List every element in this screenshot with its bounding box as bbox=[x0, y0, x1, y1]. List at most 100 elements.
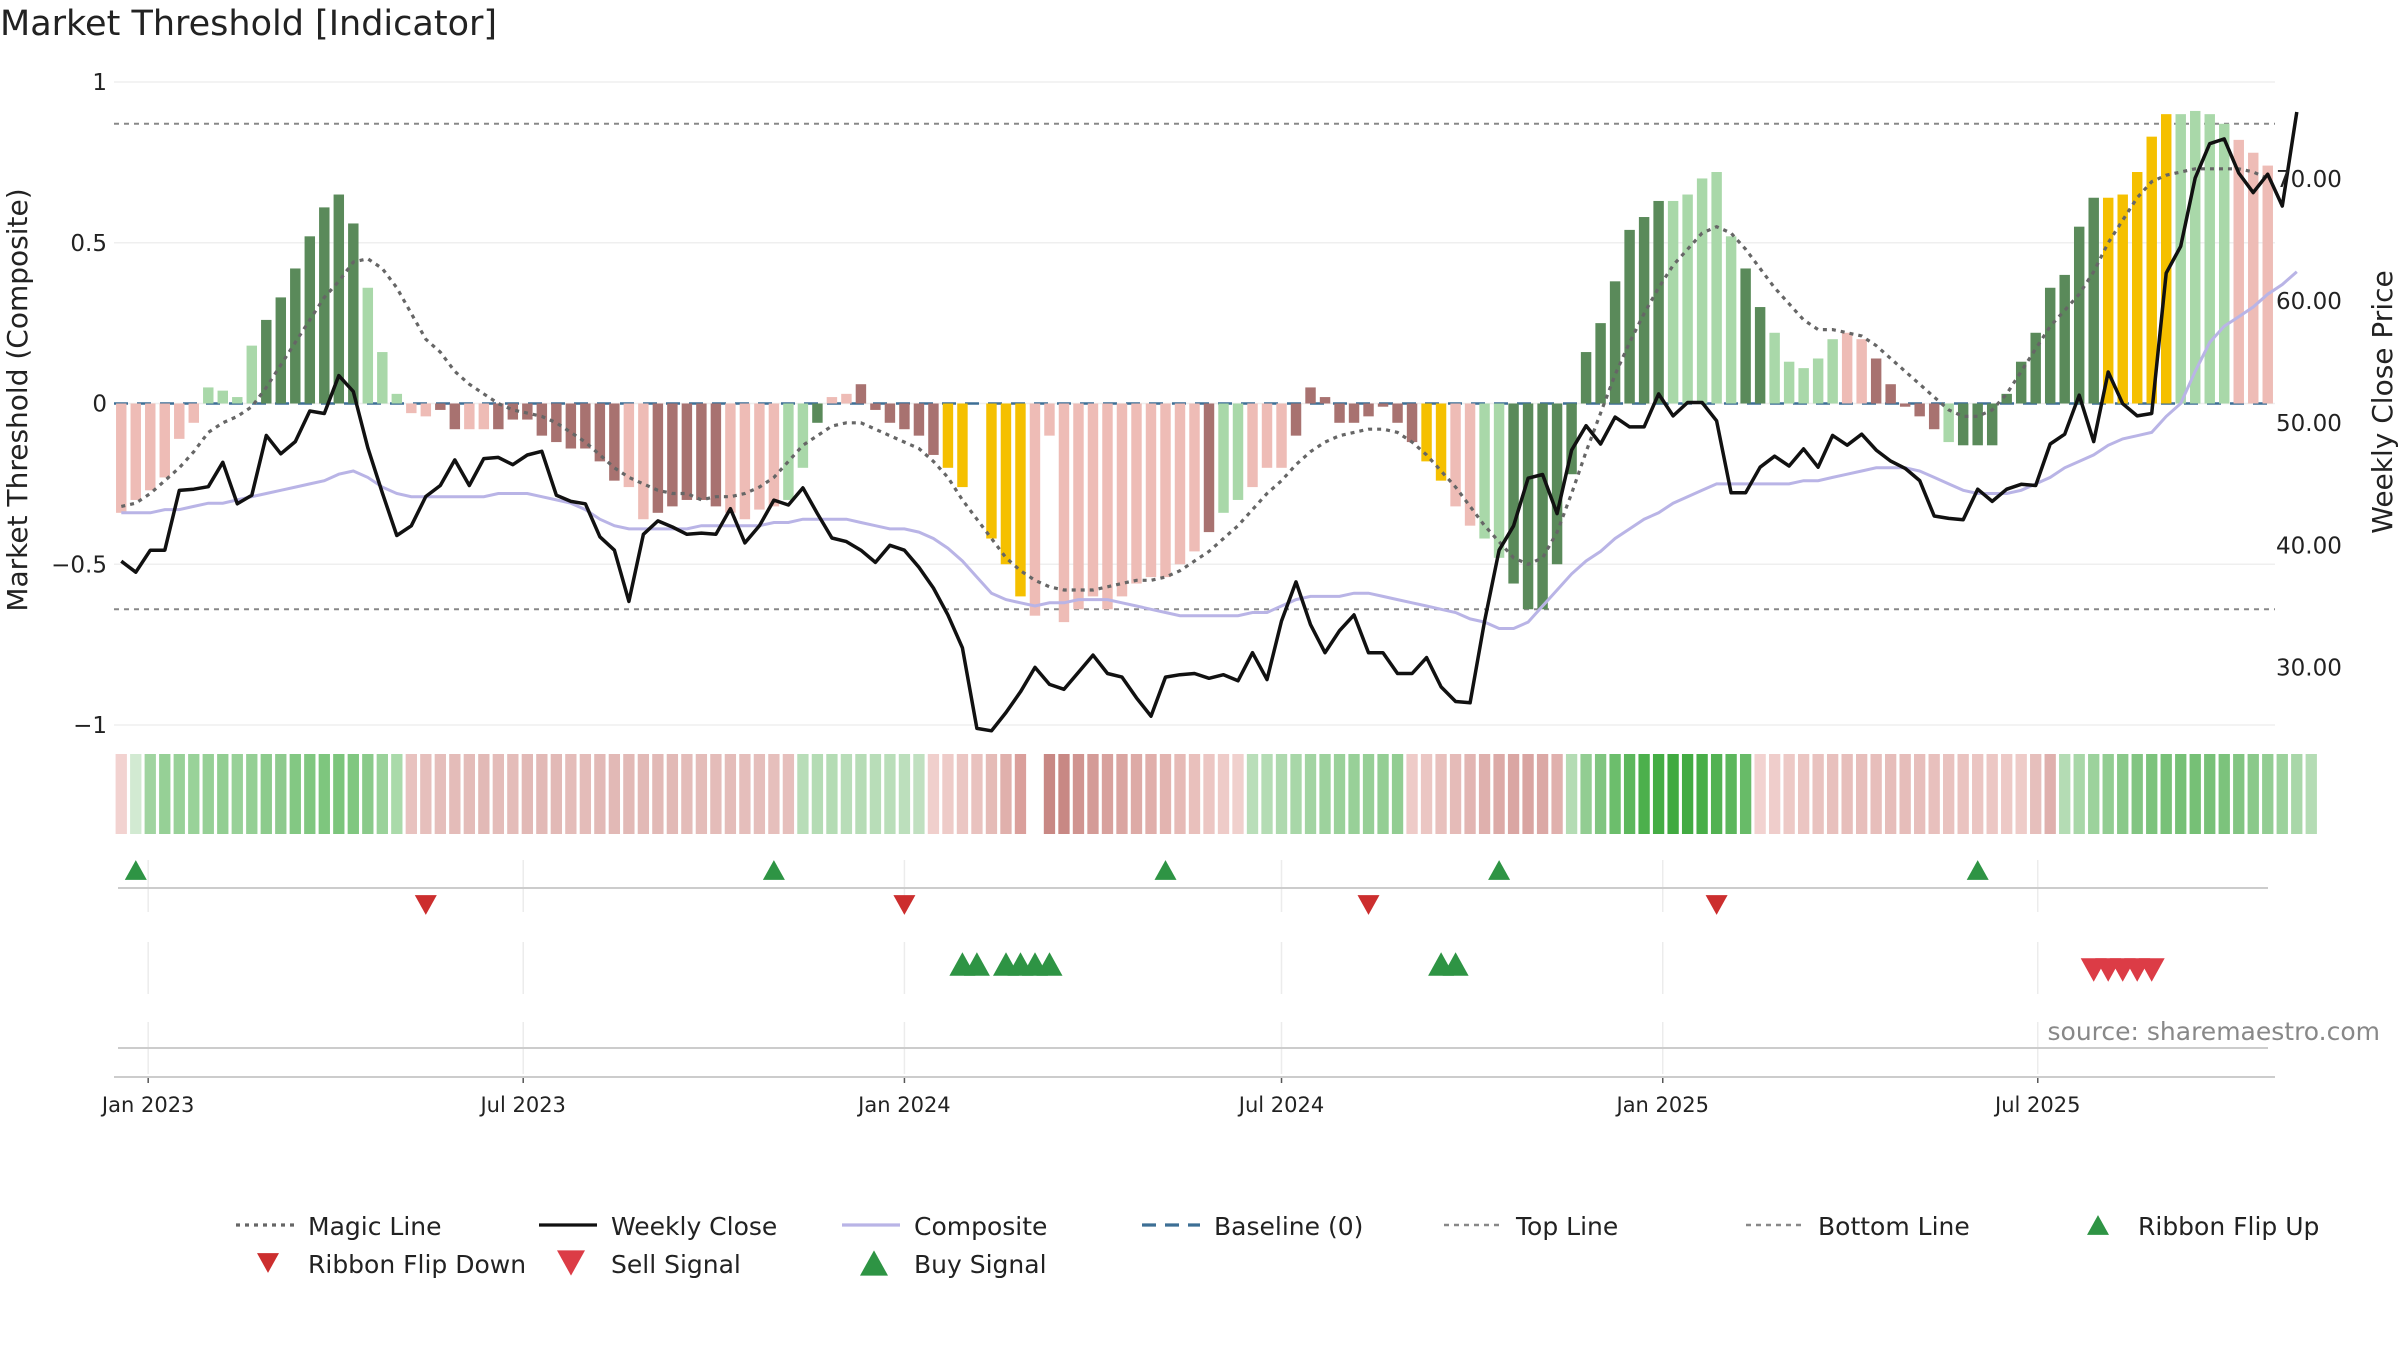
threshold-bar bbox=[217, 390, 228, 404]
y-left-tick-label: −1 bbox=[73, 713, 107, 739]
threshold-bar bbox=[1435, 403, 1447, 481]
ribbon-cell bbox=[1362, 754, 1375, 834]
threshold-bar bbox=[1131, 403, 1142, 584]
threshold-bar bbox=[681, 403, 693, 500]
threshold-bar bbox=[1450, 403, 1461, 507]
ribbon-cell bbox=[1725, 754, 1737, 834]
threshold-bar bbox=[1218, 403, 1229, 513]
threshold-bar bbox=[1000, 403, 1012, 565]
legend-swatch bbox=[2087, 1215, 2109, 1235]
threshold-bar bbox=[493, 403, 504, 430]
threshold-bar bbox=[2233, 139, 2244, 404]
threshold-bar bbox=[884, 403, 896, 423]
legend-label: Magic Line bbox=[308, 1212, 442, 1241]
threshold-bar bbox=[1928, 403, 1940, 430]
threshold-bar bbox=[768, 403, 780, 507]
threshold-bar bbox=[1754, 307, 1766, 404]
y-left-tick-label: 1 bbox=[92, 70, 107, 96]
axes: 1 0.5 0 −0.5 −1 70.00 60.00 50.00 40.00 30.00 Jan … bbox=[51, 70, 2342, 1117]
threshold-bar bbox=[1058, 403, 1070, 623]
ribbon-cell bbox=[1304, 754, 1317, 834]
ribbon-cell bbox=[1754, 754, 1766, 834]
threshold-bar bbox=[1551, 403, 1563, 565]
threshold-bar bbox=[2175, 114, 2186, 404]
legend-label: Ribbon Flip Down bbox=[308, 1250, 526, 1279]
legend-item-magic: Magic Line bbox=[236, 1212, 442, 1241]
ribbon-cell bbox=[231, 754, 243, 834]
threshold-bar bbox=[942, 403, 954, 468]
ribbon-cell bbox=[1841, 754, 1853, 834]
threshold-bar bbox=[1174, 403, 1186, 565]
ribbon-cell bbox=[623, 754, 635, 834]
threshold-bar bbox=[203, 387, 214, 404]
legend-item-bottom: Bottom Line bbox=[1746, 1212, 1970, 1241]
ribbon-cell bbox=[1565, 754, 1578, 834]
ribbon-cell bbox=[1899, 754, 1911, 834]
threshold-bar bbox=[710, 403, 722, 507]
ribbon-cell bbox=[478, 754, 490, 834]
threshold-bar bbox=[652, 403, 664, 513]
ribbon-cell bbox=[260, 754, 272, 834]
threshold-bar bbox=[1421, 403, 1432, 462]
threshold-bar bbox=[1580, 352, 1592, 404]
threshold-bar bbox=[1856, 339, 1867, 404]
ribbon-cell bbox=[1058, 754, 1070, 834]
legend-item-flip-up: Ribbon Flip Up bbox=[2087, 1212, 2319, 1241]
threshold-bar bbox=[1711, 172, 1722, 404]
ribbon-cell bbox=[2059, 754, 2071, 834]
ribbon-cell bbox=[884, 754, 896, 834]
ribbon-cell bbox=[1551, 754, 1563, 834]
ribbon-cell bbox=[913, 754, 925, 834]
legend-item-close: Weekly Close bbox=[539, 1212, 777, 1241]
threshold-bar bbox=[826, 397, 838, 404]
ribbon-cell bbox=[144, 754, 156, 834]
legend-label: Buy Signal bbox=[914, 1250, 1047, 1279]
threshold-bar bbox=[1073, 403, 1084, 610]
ribbon-cell bbox=[1101, 754, 1114, 834]
ribbon-cell bbox=[1885, 754, 1897, 834]
ribbon-flip-down-marker bbox=[414, 895, 437, 915]
ribbon-cell bbox=[1986, 754, 1998, 834]
ribbon-flip-down-marker bbox=[893, 895, 916, 915]
threshold-bar bbox=[1783, 361, 1795, 404]
ribbon-cell bbox=[376, 754, 388, 834]
threshold-bar bbox=[246, 345, 258, 404]
sell-signal-marker bbox=[2138, 958, 2165, 982]
ribbon-cell bbox=[666, 754, 679, 834]
ribbon-cell bbox=[1580, 754, 1592, 834]
threshold-bar bbox=[2001, 393, 2012, 404]
ribbon-cell bbox=[1275, 754, 1288, 834]
ribbon-cell bbox=[1681, 754, 1694, 834]
threshold-bar bbox=[348, 223, 359, 404]
threshold-bar bbox=[1464, 403, 1476, 526]
legend-swatch bbox=[557, 1250, 585, 1276]
threshold-bar bbox=[1914, 403, 1925, 417]
threshold-bar bbox=[2030, 332, 2041, 404]
ribbon-cell bbox=[1435, 754, 1447, 834]
ribbon-cell bbox=[492, 754, 504, 834]
threshold-bar bbox=[1595, 323, 1606, 404]
threshold-bar bbox=[1957, 403, 1969, 446]
ribbon-cell bbox=[652, 754, 664, 834]
ribbon-cell bbox=[1232, 754, 1244, 834]
ribbon-cell bbox=[1130, 754, 1143, 834]
ribbon-cell bbox=[521, 754, 534, 834]
threshold-bar bbox=[2262, 165, 2273, 404]
ribbon-cell bbox=[2030, 754, 2042, 834]
ribbon-cell bbox=[1014, 754, 1027, 834]
ribbon-cell bbox=[1464, 754, 1476, 834]
ribbon-cell bbox=[2044, 754, 2056, 834]
threshold-bar bbox=[1798, 368, 1809, 404]
ribbon-cell bbox=[1449, 754, 1462, 834]
ribbon-cell bbox=[405, 754, 417, 834]
threshold-bar bbox=[435, 403, 446, 410]
y-right-tick-label: 60.00 bbox=[2276, 289, 2342, 315]
threshold-bar bbox=[913, 403, 925, 436]
ribbon-cell bbox=[1797, 754, 1810, 834]
legend-item-top: Top Line bbox=[1444, 1212, 1618, 1241]
threshold-bar bbox=[2190, 110, 2201, 404]
threshold-bar bbox=[841, 393, 852, 404]
threshold-bar bbox=[290, 268, 301, 404]
threshold-bar bbox=[1145, 403, 1157, 578]
